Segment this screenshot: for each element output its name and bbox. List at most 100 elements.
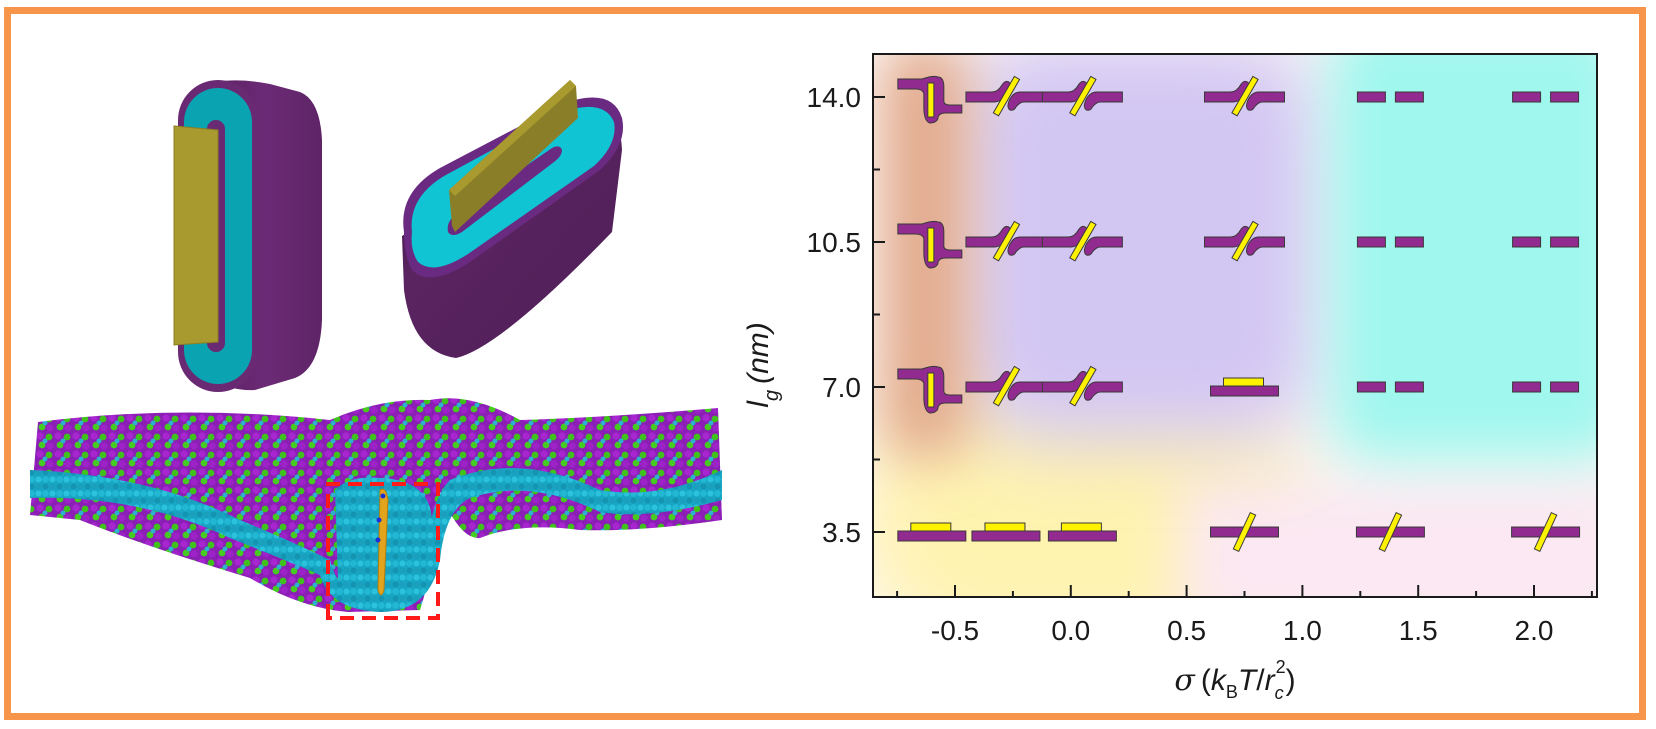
membrane-right-leaflet	[1246, 91, 1285, 111]
x-axis-label: σ (kBT/rc2)	[1174, 657, 1295, 703]
state-mark-penetrating-tilted	[1041, 220, 1123, 262]
x-tick-label: -0.5	[931, 615, 979, 646]
tilted-particle	[1231, 75, 1259, 117]
adsorbed-particle	[984, 522, 1026, 532]
membrane-segment-left	[1356, 381, 1386, 393]
plot-frame	[872, 53, 1598, 598]
state-mark-penetrating-tilted	[1041, 365, 1123, 407]
state-mark-pore	[1356, 91, 1424, 103]
membrane-segment-right	[1550, 236, 1580, 248]
tilted-particle	[1069, 75, 1097, 117]
state-mark-wrapped	[897, 365, 963, 414]
membrane-right-leaflet	[1083, 381, 1123, 401]
state-mark-wrapped	[897, 220, 963, 269]
state-mark-adsorbed	[897, 522, 967, 542]
state-mark-adsorbed	[1210, 377, 1279, 397]
tilted-particle	[992, 220, 1021, 262]
x-tick-label: 1.5	[1399, 615, 1438, 646]
slab-particle	[173, 125, 219, 346]
nanoparticle-bead	[375, 537, 381, 543]
y-axis-label: lg(nm)	[742, 322, 783, 407]
adsorbed-particle	[1060, 522, 1102, 532]
membrane-bar	[897, 530, 967, 542]
nanoparticle	[377, 488, 389, 596]
adsorbed-particle	[1223, 377, 1264, 387]
membrane-segment-right	[1394, 91, 1424, 103]
wrapped-particle	[927, 227, 935, 263]
inserted-particle	[1533, 511, 1558, 553]
state-mark-inserted	[1355, 511, 1425, 553]
inserted-particle	[1378, 511, 1403, 553]
tilted-slab-edge	[449, 80, 576, 196]
membrane-right-leaflet	[1083, 91, 1123, 111]
state-mark-inserted	[1210, 511, 1279, 553]
state-mark-pore	[1512, 91, 1580, 103]
tilted-particle	[1069, 365, 1097, 407]
axis-ticks	[873, 96, 1593, 597]
nanoparticle-bead	[376, 517, 382, 523]
axis-tick-labels: -0.5 0.0 0.5 1.0 1.5 2.0 3.5 7.0 10.5 14.0	[807, 82, 1554, 646]
state-mark-penetrating-tilted	[1204, 220, 1285, 262]
membrane-right-leaflet	[1007, 91, 1047, 111]
tilted-slab-particle	[449, 80, 578, 232]
membrane-snapshot-illustration	[30, 398, 722, 620]
tilted-particle	[1069, 220, 1097, 262]
wrapped-disk-tilted-illustration	[402, 80, 624, 358]
state-mark-wrapped	[897, 75, 963, 124]
y-tick-label: 7.0	[822, 372, 861, 403]
y-tick-label: 10.5	[807, 227, 862, 258]
membrane-right-leaflet	[1007, 236, 1047, 256]
state-mark-adsorbed	[1047, 522, 1117, 542]
lipid-tails	[30, 468, 722, 612]
tilted-particle	[1231, 220, 1259, 262]
membrane-right-leaflet	[1246, 236, 1285, 256]
state-mark-pore	[1356, 381, 1424, 393]
membrane-segment-left	[1356, 91, 1386, 103]
y-tick-label: 14.0	[807, 82, 862, 113]
membrane-segment-left	[1512, 91, 1542, 103]
nanoparticle-bead	[380, 493, 386, 499]
state-marks	[897, 75, 1581, 553]
state-mark-penetrating-tilted	[1041, 75, 1123, 117]
inserted-particle	[1232, 511, 1257, 553]
region-pore	[1330, 54, 1597, 460]
membrane-right-leaflet	[1007, 381, 1047, 401]
y-tick-label: 3.5	[822, 517, 861, 548]
membrane-bar	[1047, 530, 1117, 542]
tilted-particle	[992, 75, 1021, 117]
state-mark-pore	[1512, 236, 1580, 248]
region-penetrating-tilted	[960, 54, 1320, 440]
state-mark-inserted	[1511, 511, 1581, 553]
x-tick-label: 0.0	[1051, 615, 1090, 646]
state-mark-pore	[1512, 381, 1580, 393]
wrapped-particle	[927, 82, 935, 118]
membrane-segment-right	[1550, 91, 1580, 103]
highlight-box	[326, 482, 440, 620]
wrapped-particle	[927, 372, 935, 408]
left-illustrations	[30, 80, 722, 620]
membrane-segment-left	[1512, 236, 1542, 248]
membrane-right-leaflet	[1083, 236, 1123, 256]
state-mark-penetrating-tilted	[965, 365, 1047, 407]
tilted-disk-core	[447, 146, 562, 235]
membrane-bar	[971, 530, 1041, 542]
state-mark-adsorbed	[971, 522, 1041, 542]
membrane-segment-left	[1356, 236, 1386, 248]
state-mark-pore	[1356, 236, 1424, 248]
x-tick-label: 2.0	[1515, 615, 1554, 646]
state-mark-penetrating-tilted	[965, 75, 1047, 117]
wrapped-disk-vertical-illustration	[173, 80, 322, 392]
membrane-segment-right	[1394, 236, 1424, 248]
tilted-particle	[992, 365, 1021, 407]
membrane-bar	[1210, 385, 1279, 397]
x-tick-label: 1.0	[1283, 615, 1322, 646]
state-mark-penetrating-tilted	[965, 220, 1047, 262]
adsorbed-particle	[910, 522, 952, 532]
membrane-segment-right	[1394, 381, 1424, 393]
membrane-segment-left	[1512, 381, 1542, 393]
membrane-segment-right	[1550, 381, 1580, 393]
x-tick-label: 0.5	[1167, 615, 1206, 646]
state-mark-penetrating-tilted	[1204, 75, 1285, 117]
region-background	[873, 54, 1597, 597]
